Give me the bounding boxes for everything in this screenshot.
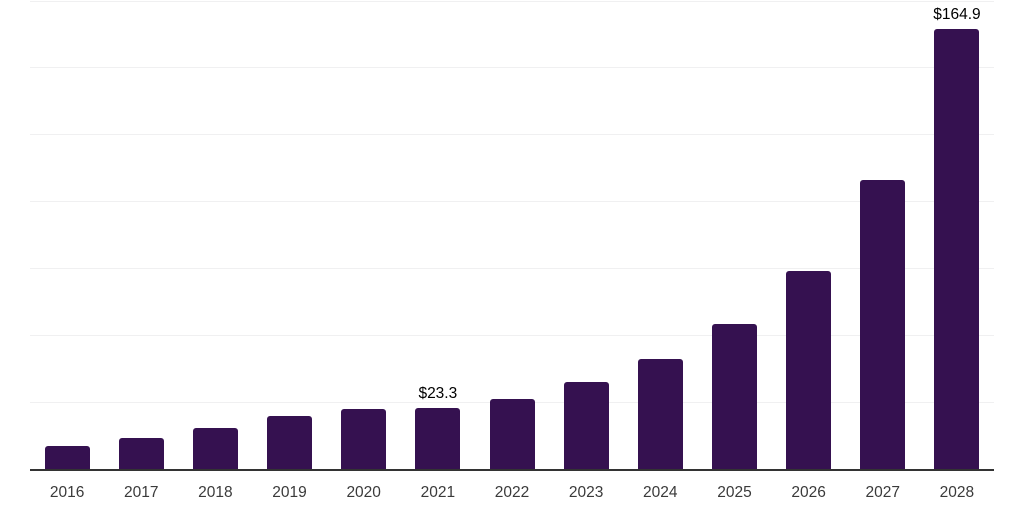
bar-2017[interactable] [118,438,164,470]
x-tick-2021: 2021 [420,484,456,501]
gridline-125 [30,134,994,136]
gridline-100 [30,201,994,203]
x-tick-2017: 2017 [123,484,159,501]
gridline-150 [30,67,994,69]
bar-2019[interactable] [267,416,313,470]
x-tick-2023: 2023 [568,484,604,501]
bar-2022[interactable] [489,399,535,470]
bar-2024[interactable] [637,359,683,470]
x-tick-2022: 2022 [494,484,530,501]
bar-2018[interactable] [192,428,238,470]
x-tick-2027: 2027 [865,484,900,501]
x-tick-2024: 2024 [643,484,678,501]
data-label-2028: $164.9 [933,5,981,23]
x-tick-2018: 2018 [198,484,233,501]
bar-2020[interactable] [341,409,387,470]
bar-2028[interactable] [934,28,980,470]
bar-2027[interactable] [860,179,906,470]
x-tick-2028: 2028 [939,484,975,501]
bar-2023[interactable] [563,382,609,470]
data-label-2021: $23.3 [418,384,458,402]
bar-2016[interactable] [44,446,90,470]
gridline-50 [30,335,994,337]
gridline-75 [30,268,994,270]
x-axis: 2016 2017 2018 2019 2020 2021 2022 2023 2024 2025… [30,484,994,506]
x-tick-2020: 2020 [346,484,381,501]
plot-area: $23.3 $164.9 [30,0,994,470]
x-tick-2019: 2019 [272,484,307,501]
bar-2026[interactable] [786,271,832,470]
gridline-175 [30,0,994,2]
x-tick-2026: 2026 [791,484,826,501]
bar-2025[interactable] [711,324,757,470]
x-tick-2025: 2025 [717,484,752,501]
x-axis-line [30,469,994,471]
x-tick-2016: 2016 [49,484,85,501]
bar-2021[interactable] [415,407,461,470]
